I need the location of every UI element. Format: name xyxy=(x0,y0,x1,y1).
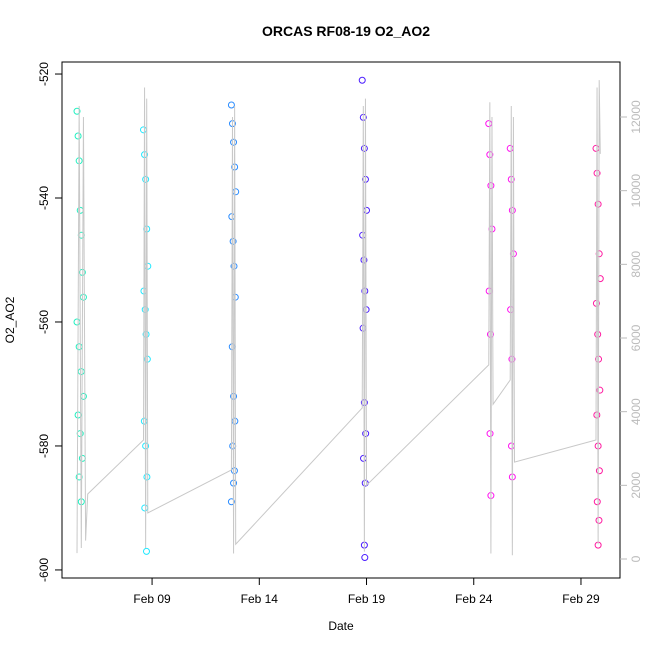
point xyxy=(74,132,82,140)
point xyxy=(596,386,604,394)
y-axis-label: O2_AO2 xyxy=(3,296,17,343)
chart-title: ORCAS RF08-19 O2_AO2 xyxy=(262,23,430,39)
point xyxy=(143,473,151,481)
point xyxy=(486,430,494,438)
point xyxy=(73,107,81,115)
y-tick-label: -560 xyxy=(37,310,51,334)
y2-tick-label: 0 xyxy=(629,555,643,562)
point xyxy=(487,182,495,190)
point xyxy=(594,200,602,208)
x-tick-label: Feb 19 xyxy=(348,592,386,606)
x-tick-label: Feb 29 xyxy=(562,592,600,606)
y2-tick-label: 8000 xyxy=(629,251,643,278)
y2-tick-label: 4000 xyxy=(629,398,643,425)
point xyxy=(227,101,235,109)
point xyxy=(77,368,85,376)
point xyxy=(596,275,604,283)
point xyxy=(141,504,149,512)
y-tick-label: -540 xyxy=(37,186,51,210)
y-tick-label: -580 xyxy=(37,434,51,458)
y2-tick-label: 6000 xyxy=(629,324,643,351)
point xyxy=(77,231,85,239)
point xyxy=(363,206,371,214)
point xyxy=(79,392,87,400)
point xyxy=(230,138,238,146)
x-tick-label: Feb 24 xyxy=(455,592,493,606)
point xyxy=(508,206,516,214)
point xyxy=(232,188,240,196)
y2-tick-label: 12000 xyxy=(629,100,643,134)
point xyxy=(361,554,369,562)
point xyxy=(358,76,366,84)
point xyxy=(76,206,84,214)
point xyxy=(75,343,83,351)
point xyxy=(142,175,150,183)
y-tick-label: -600 xyxy=(37,558,51,582)
line xyxy=(76,80,601,556)
point xyxy=(593,411,601,419)
point xyxy=(593,498,601,506)
point xyxy=(144,262,152,270)
point xyxy=(485,120,493,128)
point xyxy=(139,126,147,134)
x-tick-label: Feb 09 xyxy=(133,592,171,606)
x-tick-label: Feb 14 xyxy=(241,592,279,606)
point xyxy=(79,293,87,301)
point xyxy=(227,498,235,506)
point xyxy=(362,430,370,438)
point xyxy=(230,467,238,475)
point xyxy=(506,144,514,152)
point xyxy=(78,454,86,462)
y2-tick-label: 2000 xyxy=(629,472,643,499)
point xyxy=(360,144,368,152)
point xyxy=(507,442,515,450)
point xyxy=(595,467,603,475)
point xyxy=(595,516,603,524)
point xyxy=(142,547,150,555)
point xyxy=(140,417,148,425)
y2-tick-label: 10000 xyxy=(629,174,643,208)
point xyxy=(361,479,369,487)
point xyxy=(229,442,237,450)
x-axis-label: Date xyxy=(328,619,354,633)
y-tick-label: -520 xyxy=(37,62,51,86)
point xyxy=(360,454,368,462)
plot-frame xyxy=(61,61,621,579)
point xyxy=(75,473,83,481)
point xyxy=(73,318,81,326)
point xyxy=(592,144,600,152)
